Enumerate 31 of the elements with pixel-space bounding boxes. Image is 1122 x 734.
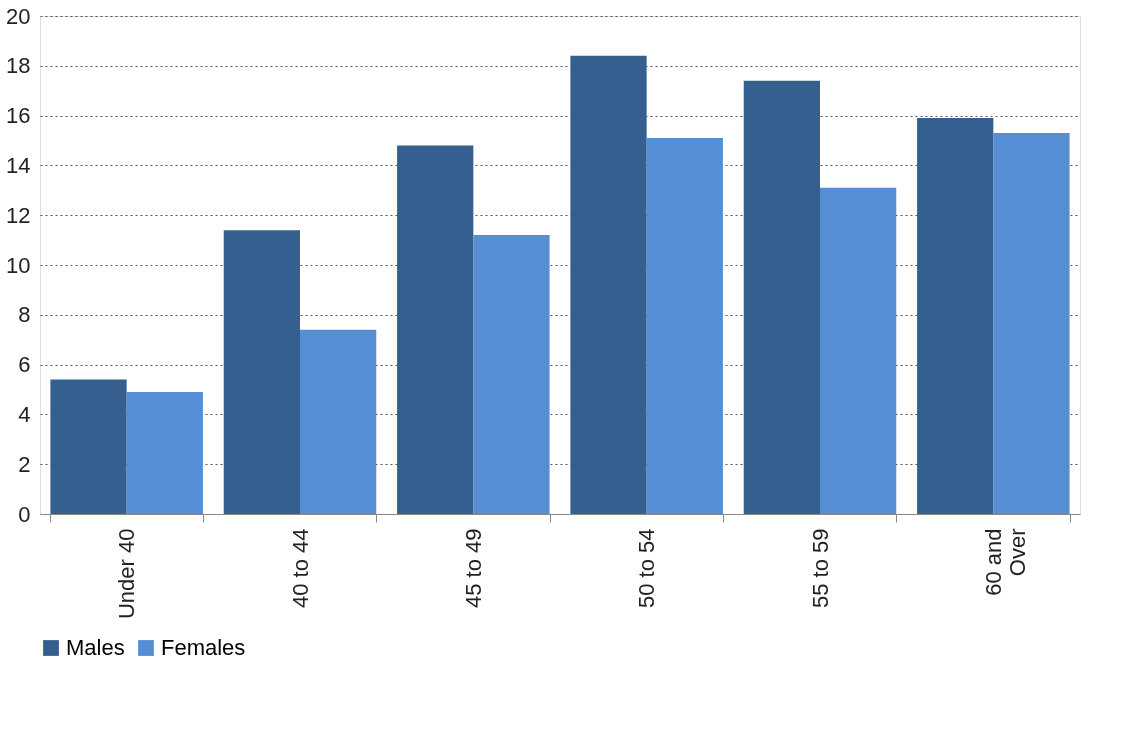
bar — [300, 329, 377, 514]
x-tick-label: Under 40 — [114, 528, 140, 620]
y-tick-label: 16 — [6, 103, 31, 129]
y-tick-label: 4 — [18, 401, 31, 427]
bar — [397, 145, 474, 514]
x-tick-label: 60 and Over — [980, 528, 1030, 596]
y-tick-label: 0 — [18, 501, 31, 527]
bar — [820, 187, 897, 514]
bar — [570, 55, 647, 514]
y-tick-label: 2 — [18, 451, 31, 477]
y-tick-label: 6 — [18, 352, 31, 378]
legend-label: Males — [66, 635, 125, 660]
y-tick-label: 18 — [6, 53, 31, 79]
bar — [50, 379, 127, 514]
bar — [223, 230, 300, 514]
y-tick-label: 12 — [6, 202, 31, 228]
bar — [473, 235, 550, 514]
bar — [646, 138, 723, 514]
bar — [993, 133, 1070, 514]
x-tick-label: 50 to 54 — [634, 528, 660, 609]
y-tick-label: 20 — [6, 3, 31, 29]
y-tick-label: 14 — [6, 152, 31, 178]
x-tick-label: 45 to 49 — [460, 528, 486, 609]
x-tick-label: 55 to 59 — [807, 528, 833, 609]
legend-label: Females — [161, 635, 246, 660]
y-tick-label: 8 — [18, 302, 31, 328]
x-tick-label: 40 to 44 — [287, 528, 313, 609]
bar — [126, 391, 203, 514]
y-tick-label: 10 — [6, 252, 31, 278]
bar — [917, 118, 994, 514]
bar — [743, 80, 820, 514]
